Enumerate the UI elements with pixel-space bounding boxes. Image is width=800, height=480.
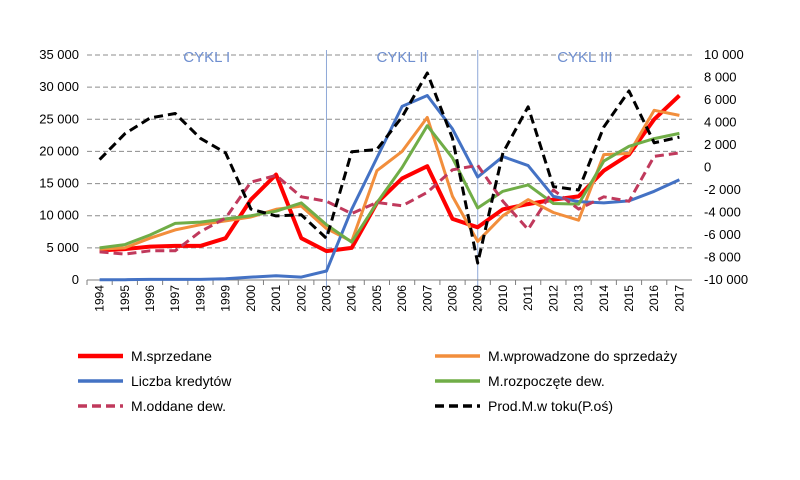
x-tick-label: 1995	[118, 285, 132, 312]
right-tick-label: 10 000	[704, 47, 744, 62]
left-tick-label: 15 000	[39, 176, 79, 191]
left-tick-label: 30 000	[39, 79, 79, 94]
x-tick-label: 2010	[496, 285, 510, 312]
x-tick-label: 1997	[168, 285, 182, 312]
right-tick-label: 4 000	[704, 115, 737, 130]
x-tick-label: 2006	[395, 285, 409, 312]
series-line	[99, 94, 681, 254]
x-tick-label: 1994	[93, 285, 107, 312]
right-tick-label: -10 000	[704, 272, 748, 287]
left-tick-label: 10 000	[39, 208, 79, 223]
cycle-label: CYKL I	[183, 49, 230, 66]
right-tick-label: -4 000	[704, 205, 741, 220]
cycle-markers: CYKL I CYKL II CYKL III	[183, 49, 613, 290]
x-tick-label: 2001	[269, 285, 283, 312]
gridlines	[87, 54, 692, 249]
series-line	[99, 108, 680, 251]
right-tick-label: -8 000	[704, 250, 741, 265]
left-tick-label: 0	[72, 272, 79, 287]
legend-label: Prod.M.w toku(P.oś)	[488, 398, 613, 414]
x-tick-label: 2015	[622, 285, 636, 312]
legend: M.sprzedane M.wprowadzone do sprzedaży Lic…	[78, 348, 677, 414]
right-tick-label: -6 000	[704, 227, 741, 242]
x-tick-label: 2007	[420, 285, 434, 312]
x-tick-label: 2004	[345, 285, 359, 312]
x-tick-label: 2016	[647, 285, 661, 312]
left-tick-label: 5 000	[46, 240, 79, 255]
cycle-label: CYKL II	[377, 49, 428, 66]
x-tick-label: 2014	[597, 285, 611, 312]
right-tick-label: 0	[704, 160, 711, 175]
x-tick-label: 2002	[294, 285, 308, 312]
legend-label: M.oddane dew.	[131, 398, 226, 414]
x-tick-label: 2013	[572, 285, 586, 312]
x-tick-label: 2003	[319, 285, 333, 312]
x-tick-label: 2011	[521, 285, 535, 311]
x-tick-label: 2005	[370, 285, 384, 312]
x-tick-label: 2000	[244, 285, 258, 312]
series-line	[98, 71, 680, 265]
x-tick-label: 1999	[219, 285, 233, 312]
left-tick-label: 20 000	[39, 143, 79, 158]
cycle-label: CYKL III	[557, 49, 612, 66]
left-axis-tick-labels: 0 5 000 10 000 15 000 20 000 25 000 30 000 35 0…	[39, 47, 79, 287]
legend-label: M.rozpoczęte dew.	[488, 373, 605, 389]
x-axis-tick-labels: 1994 1995 1996 1997 1998 1999 2000 2001 2002 2003…	[86, 280, 686, 312]
x-tick-label: 1998	[193, 285, 207, 312]
x-tick-label: 2017	[672, 285, 686, 312]
series-line	[99, 124, 680, 250]
legend-label: M.sprzedane	[131, 348, 212, 364]
right-tick-label: -2 000	[704, 182, 741, 197]
right-tick-label: 8 000	[704, 70, 737, 85]
legend-label: Liczba kredytów	[131, 373, 232, 389]
right-tick-label: 6 000	[704, 92, 737, 107]
x-tick-label: 2009	[471, 285, 485, 312]
right-axis-tick-labels: -10 000 -8 000 -6 000 -4 000 -2 000 0 2 000 4 0…	[704, 47, 748, 287]
legend-label: M.wprowadzone do sprzedaży	[488, 348, 677, 364]
left-tick-label: 25 000	[39, 111, 79, 126]
x-tick-label: 1996	[143, 285, 157, 312]
right-tick-label: 2 000	[704, 137, 737, 152]
series-line	[99, 151, 680, 256]
series-lines	[98, 71, 681, 282]
left-tick-label: 35 000	[39, 47, 79, 62]
x-tick-label: 2012	[546, 285, 560, 312]
x-tick-label: 2008	[446, 285, 460, 312]
